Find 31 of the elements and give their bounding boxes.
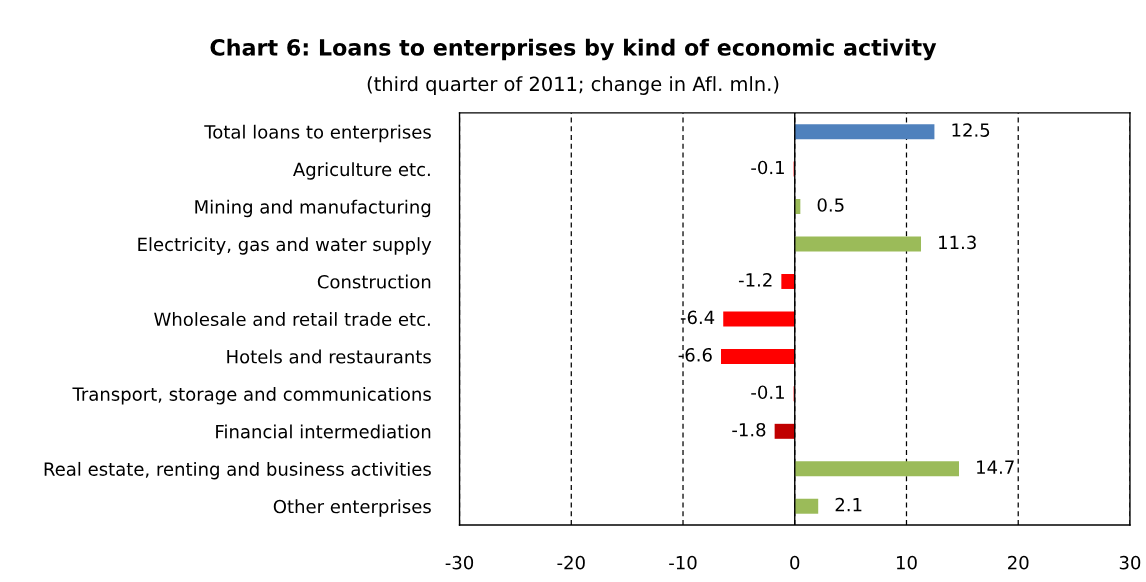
- x-tick-label: 30: [1119, 555, 1141, 570]
- data-label: -6.4: [680, 310, 715, 325]
- chart-title: Chart 6: Loans to enterprises by kind of economic activity: [210, 38, 937, 61]
- data-label: 12.5: [952, 123, 990, 137]
- x-tick-label: 10: [896, 555, 917, 570]
- y-tick-label: Electricity, gas and water supply: [138, 237, 432, 255]
- data-label: 2.1: [835, 497, 862, 512]
- y-tick-label: Wholesale and retail trade etc.: [154, 312, 430, 327]
- data-label: 14.7: [977, 460, 1014, 474]
- x-tick-label: 20: [1008, 555, 1029, 570]
- y-tick-label: Transport, storage and communications: [72, 387, 431, 405]
- y-tick-label: Real estate, renting and business activities: [44, 461, 431, 480]
- y-tick-label: Mining and manufacturing: [195, 199, 431, 218]
- data-label: -0.1: [751, 385, 784, 400]
- y-tick-label: Financial intermediation: [216, 424, 431, 439]
- y-tick-label: Other enterprises: [273, 499, 431, 517]
- y-tick-label: Hotels and restaurants: [227, 349, 431, 364]
- data-label: -1.8: [732, 422, 766, 437]
- chart-subtitle: (third quarter of 2011; change in Afl. mln.): [367, 76, 779, 95]
- data-label: -1.2: [738, 273, 772, 287]
- data-label: 11.3: [939, 235, 976, 250]
- y-tick-label: Total loans to enterprises: [204, 124, 431, 143]
- y-tick-label: Construction: [317, 274, 431, 289]
- x-tick-label: -20: [557, 555, 585, 570]
- data-label: -0.1: [751, 160, 784, 175]
- data-label: -6.6: [678, 347, 712, 362]
- x-tick-label: -30: [445, 555, 474, 570]
- data-label: 0.5: [817, 198, 844, 212]
- x-tick-label: 0: [790, 555, 800, 570]
- y-tick-label: Agriculture etc.: [293, 162, 430, 180]
- x-tick-label: -10: [669, 555, 697, 570]
